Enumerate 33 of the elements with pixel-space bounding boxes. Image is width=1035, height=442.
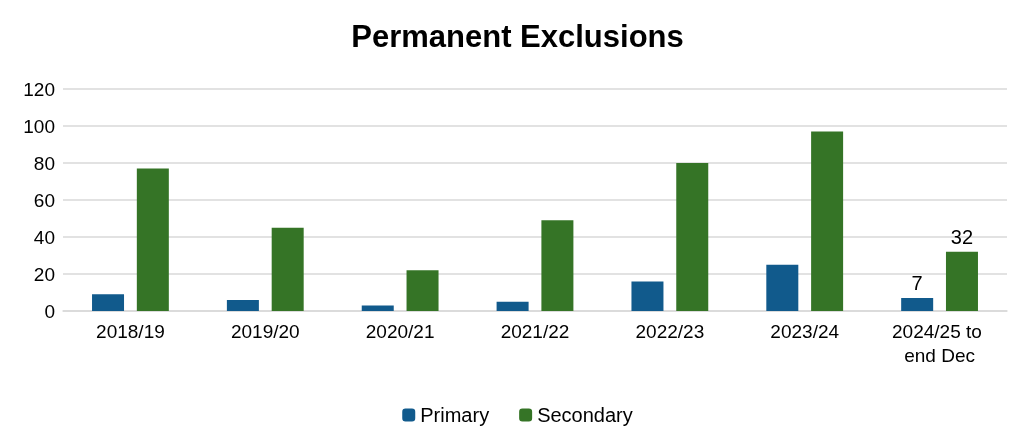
legend-label: Secondary	[537, 404, 633, 426]
bar	[676, 163, 709, 311]
bar	[226, 299, 259, 311]
y-tick-label: 100	[23, 115, 55, 137]
x-tick-label: 2020/21	[365, 320, 435, 342]
bar	[766, 264, 799, 311]
bar	[92, 294, 125, 311]
y-tick-label: 120	[23, 78, 55, 100]
y-tick-label: 60	[33, 189, 55, 211]
bar	[136, 168, 169, 311]
x-tick-label: 2019/20	[230, 320, 300, 342]
bar	[901, 298, 934, 311]
y-tick-label: 40	[33, 226, 55, 248]
bar	[811, 131, 844, 311]
bar	[406, 270, 439, 311]
x-tick-label: 2022/23	[635, 320, 705, 342]
bar	[271, 227, 304, 311]
legend-label: Primary	[420, 404, 490, 426]
bar	[945, 251, 978, 311]
data-label: 7	[911, 272, 923, 295]
bar	[361, 305, 394, 311]
x-tick-label: 2023/24	[770, 320, 840, 342]
x-tick-label: 2024/25 to end Dec	[892, 320, 988, 366]
data-label: 32	[950, 225, 974, 248]
y-tick-label: 20	[33, 263, 55, 285]
x-tick-label: 2018/19	[96, 320, 165, 342]
y-tick-label: 0	[44, 300, 55, 322]
y-tick-label: 80	[33, 152, 55, 174]
x-tick-label: 2021/22	[500, 320, 570, 342]
bar	[541, 220, 574, 311]
bar	[496, 301, 529, 311]
chart-title: Permanent Exclusions	[351, 19, 684, 54]
bar	[631, 281, 664, 311]
